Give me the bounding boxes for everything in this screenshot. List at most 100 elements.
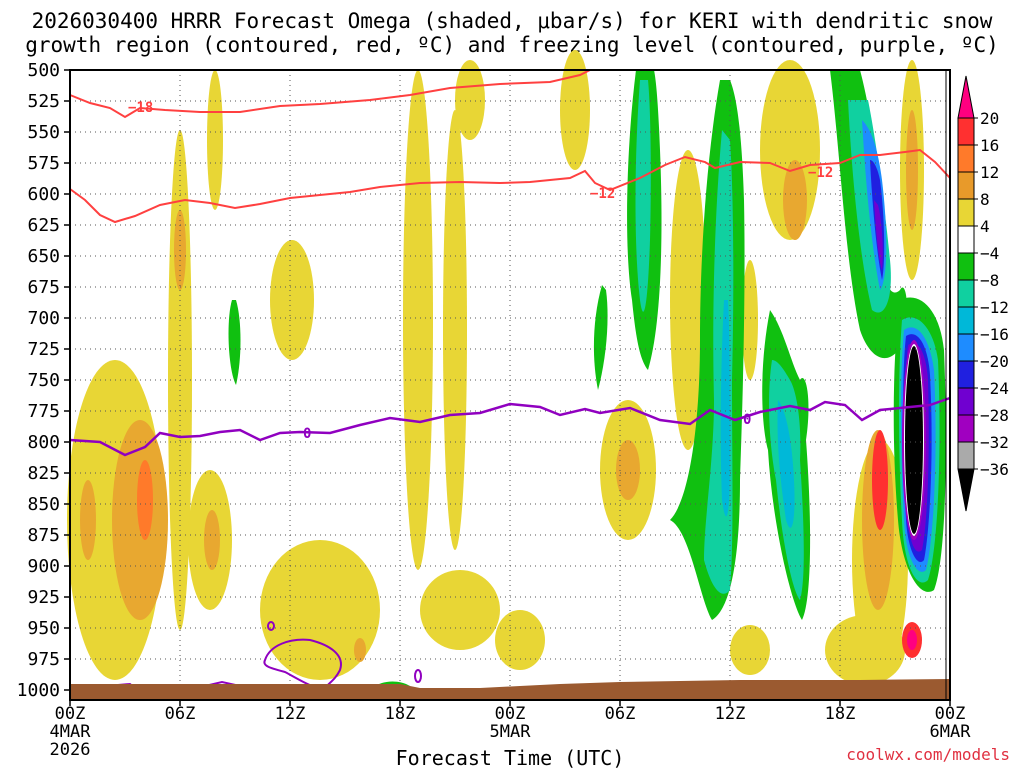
omega-positive-moderate (354, 638, 366, 662)
colorbar-label: −12 (980, 298, 1009, 317)
omega-positive-moderate (783, 160, 807, 240)
credit-text: coolwx.com/models (846, 745, 1010, 764)
x-tick-year-label: 2026 (50, 740, 91, 760)
colorbar-label: −20 (980, 352, 1009, 371)
freezing-level-lowlevel-contour (263, 638, 342, 690)
dgz-contour-label-minus12-b: −12 (808, 165, 833, 181)
colorbar-swatch (957, 171, 975, 200)
colorbar-label: −8 (980, 271, 999, 290)
x-tick-label: 00Z (55, 704, 86, 724)
y-tick-label: 1000 (17, 680, 60, 701)
y-tick-label: 575 (27, 153, 60, 174)
colorbar-label: 20 (980, 109, 999, 128)
omega-negative-region (777, 400, 795, 528)
y-tick-label: 550 (27, 122, 60, 143)
colorbar-swatch (957, 117, 975, 146)
omega-positive-region (207, 70, 223, 210)
colorbar: 20 16 12 8 4 −4 −8 −12 −16 −20 −24 −28 −32 −36 (957, 75, 1009, 512)
omega-negative-region (720, 300, 730, 517)
omega-positive-moderate (616, 440, 640, 500)
colorbar-swatch (957, 306, 975, 335)
colorbar-label: 4 (980, 217, 990, 236)
omega-positive-region (420, 570, 500, 650)
y-tick-label: 500 (27, 60, 60, 81)
y-tick-label: 825 (27, 463, 60, 484)
colorbar-cap-bottom (957, 468, 975, 512)
y-tick-label: 950 (27, 618, 60, 639)
x-tick-label: 18Z (825, 704, 856, 724)
omega-negative-region (874, 200, 883, 270)
x-tick-label: 12Z (275, 704, 306, 724)
y-tick-label: 700 (27, 308, 60, 329)
chart-title-line1: 2026030400 HRRR Forecast Omega (shaded, … (32, 9, 993, 33)
colorbar-label: 12 (980, 163, 999, 182)
omega-positive-region (742, 260, 758, 380)
omega-positive-moderate (204, 510, 220, 570)
freezing-level-contour (69, 396, 951, 457)
colorbar-label: 16 (980, 136, 999, 155)
omega-positive-region (560, 50, 590, 170)
colorbar-swatch (957, 387, 975, 416)
y-tick-label: 875 (27, 525, 60, 546)
omega-positive-region (730, 625, 770, 675)
x-axis-label: Forecast Time (UTC) (396, 746, 625, 768)
y-tick-label: 925 (27, 587, 60, 608)
omega-positive-region (270, 240, 314, 360)
x-tick-label: 06Z (165, 704, 196, 724)
colorbar-swatch (957, 279, 975, 308)
x-tick-date-label: 4MAR (50, 722, 92, 742)
y-tick-label: 975 (27, 649, 60, 670)
x-tick-label: 06Z (605, 704, 636, 724)
x-tick-label: 00Z (935, 704, 966, 724)
dgz-contour-minus18 (69, 69, 591, 119)
y-tick-label: 600 (27, 184, 60, 205)
x-tick-date-label: 6MAR (930, 722, 972, 742)
omega-positive-region (455, 60, 485, 140)
y-axis: 500 525 550 575 600 625 650 675 700 725 750 775 800 8… (17, 60, 70, 701)
y-tick-label: 850 (27, 494, 60, 515)
y-tick-label: 900 (27, 556, 60, 577)
y-tick-label: 800 (27, 432, 60, 453)
colorbar-label: −4 (980, 244, 999, 263)
freezing-level-label-b: 0 (743, 412, 751, 428)
dgz-contour-label-minus18: −18 (128, 100, 153, 116)
omega-positive-region (825, 615, 905, 685)
omega-negative-region (593, 285, 608, 390)
omega-positive-strong (872, 430, 888, 530)
omega-positive-strong (907, 630, 917, 650)
x-tick-date-label: 5MAR (490, 722, 532, 742)
colorbar-cap-top (957, 75, 975, 119)
y-tick-label: 725 (27, 339, 60, 360)
x-tick-label: 18Z (385, 704, 416, 724)
dgz-contour-label-minus12-a: −12 (590, 186, 615, 202)
omega-positive-region (670, 150, 706, 450)
y-tick-label: 775 (27, 401, 60, 422)
terrain (70, 679, 950, 700)
y-tick-label: 525 (27, 91, 60, 112)
colorbar-swatch (957, 441, 975, 470)
freezing-level-lowlevel-contour (414, 669, 422, 683)
colorbar-label: −28 (980, 406, 1009, 425)
freezing-level-lowlevel-contour (267, 621, 275, 631)
colorbar-swatch (957, 225, 975, 254)
omega-positive-moderate (80, 480, 96, 560)
omega-positive-region (403, 70, 433, 570)
colorbar-swatch (957, 414, 975, 443)
colorbar-label: −16 (980, 325, 1009, 344)
y-tick-label: 625 (27, 215, 60, 236)
colorbar-label: −32 (980, 433, 1009, 452)
omega-positive-region (443, 110, 467, 550)
y-tick-label: 675 (27, 277, 60, 298)
colorbar-label: −24 (980, 379, 1009, 398)
colorbar-swatch (957, 144, 975, 173)
freezing-level-label-a: 0 (303, 426, 311, 442)
y-tick-label: 650 (27, 246, 60, 267)
x-tick-label: 00Z (495, 704, 526, 724)
chart-title-line2: growth region (contoured, red, ºC) and f… (25, 33, 999, 57)
omega-negative-region (228, 300, 241, 385)
omega-positive-moderate (906, 110, 918, 230)
x-tick-label: 12Z (715, 704, 746, 724)
y-tick-label: 750 (27, 370, 60, 391)
